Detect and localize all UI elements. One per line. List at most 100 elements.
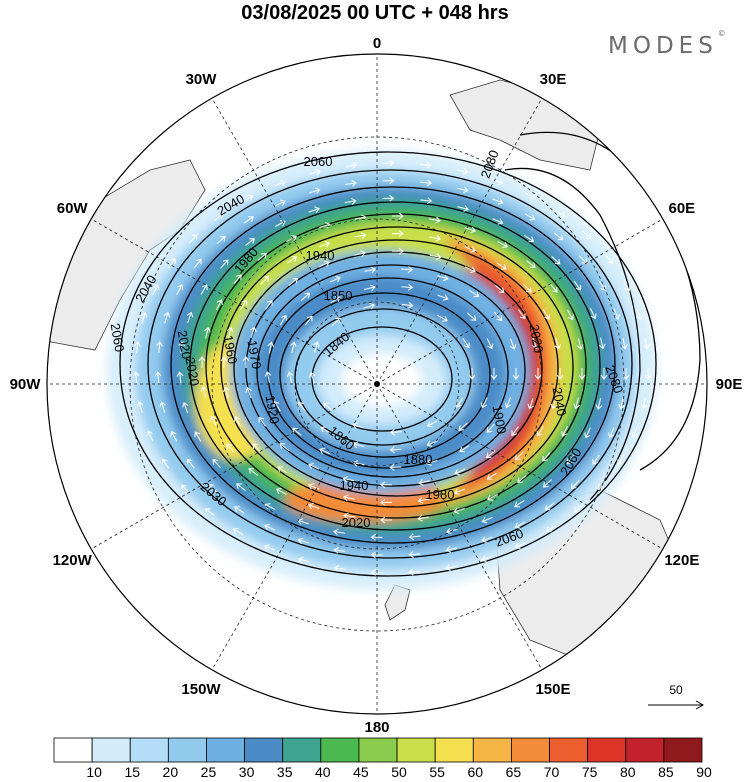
- wind-arrow: [140, 311, 148, 324]
- meridian-line: [376, 383, 543, 670]
- contour-label-text: 1940: [340, 478, 369, 493]
- wind-arrow: [352, 441, 365, 449]
- wind-arrow: [200, 284, 208, 295]
- wind-arrow: [561, 425, 569, 437]
- wind-arrow: [486, 338, 494, 350]
- wind-arrow: [352, 422, 364, 430]
- wind-arrow: [277, 466, 288, 474]
- contour-label: 1850: [324, 288, 353, 303]
- colorbar-swatch: [91, 737, 131, 763]
- wind-arrow: [264, 523, 276, 531]
- wind-arrow: [514, 500, 525, 508]
- wind-arrow: [292, 427, 302, 436]
- contour-label: 2040: [550, 386, 570, 417]
- wind-arrow: [524, 213, 536, 221]
- wind-arrow: [437, 314, 448, 322]
- contour-label: 2060: [108, 322, 128, 353]
- wind-arrow: [454, 468, 466, 476]
- wind-arrow: [319, 447, 331, 455]
- wind-arrow: [623, 280, 631, 292]
- wind-arrow: [342, 494, 355, 502]
- wind-arrow: [573, 280, 582, 291]
- wind-arrow: [605, 254, 614, 265]
- wind-arrow: [621, 337, 628, 350]
- wind-arrow: [181, 401, 189, 414]
- wind-arrow: [417, 514, 430, 522]
- wind-arrow: [401, 266, 414, 273]
- contour-label-text: 1900: [490, 404, 510, 435]
- wind-arrow: [392, 247, 404, 255]
- colorbar-swatch: [129, 737, 169, 763]
- wind-arrow: [308, 462, 320, 470]
- contour-label-text: 1880: [404, 452, 433, 467]
- wind-arrow: [333, 546, 346, 554]
- map-title: 03/08/2025 00 UTC + 048 hrs: [241, 2, 509, 24]
- contour-label-text: 2020: [342, 515, 371, 530]
- wind-arrow: [408, 551, 421, 558]
- wind-arrow: [168, 258, 176, 269]
- contour-label: 2020: [175, 329, 195, 360]
- colorbar-tick: 80: [619, 764, 636, 780]
- wind-arrow: [480, 555, 493, 563]
- wind-arrow: [290, 341, 297, 354]
- wind-arrow: [220, 259, 229, 269]
- wind-arrow: [453, 507, 465, 515]
- wind-arrow: [198, 356, 206, 368]
- colorbar-tick: 55: [429, 764, 445, 780]
- wind-arrow: [323, 402, 333, 411]
- wind-arrow: [464, 246, 477, 253]
- wind-arrow: [429, 253, 442, 261]
- wind-arrow: [567, 309, 574, 321]
- meridian-line: [91, 218, 378, 385]
- wind-arrow: [342, 475, 355, 483]
- wind-arrow: [418, 478, 430, 486]
- wind-arrow: [193, 258, 202, 269]
- colorbar-swatch: [472, 737, 512, 763]
- wind-arrow: [613, 308, 620, 320]
- colorbar-tick: 20: [162, 764, 179, 780]
- contour-line: [220, 226, 574, 508]
- wind-arrow: [308, 371, 316, 384]
- meridian-line: [376, 383, 663, 550]
- wind-arrow: [260, 275, 270, 285]
- colorbar-tick: 30: [238, 764, 255, 780]
- wind-arrow: [555, 210, 566, 218]
- wind-arrow: [233, 274, 242, 284]
- wind-arrow: [578, 368, 586, 380]
- wind-arrow: [445, 546, 458, 553]
- wind-arrow: [313, 341, 320, 353]
- wind-arrow: [382, 159, 395, 167]
- wind-arrow: [527, 398, 534, 410]
- wind-arrow: [566, 454, 575, 465]
- colorbar-swatch: [53, 737, 93, 763]
- wind-arrow: [318, 260, 330, 268]
- wind-arrow: [363, 302, 376, 310]
- meridian-line: [376, 218, 663, 385]
- wind-arrow: [242, 194, 254, 202]
- colorbar-swatch: [320, 737, 360, 763]
- contour-line: [279, 292, 491, 458]
- wind-arrow: [382, 177, 395, 185]
- wind-arrow: [437, 274, 449, 282]
- wind-arrow: [156, 341, 163, 353]
- wind-arrow: [445, 564, 457, 572]
- wind-arrow: [600, 368, 608, 380]
- wind-arrow: [161, 458, 170, 469]
- wind-arrow: [457, 205, 470, 212]
- wind-arrow: [490, 368, 498, 380]
- wind-arrow: [542, 479, 553, 488]
- wind-speed-shading: [107, 150, 657, 590]
- colorbar-tick: 70: [543, 764, 560, 780]
- wind-arrow: [215, 299, 223, 311]
- wind-arrow: [178, 340, 186, 353]
- wind-arrow: [542, 452, 551, 462]
- contour-line: [245, 251, 543, 487]
- wind-arrow: [494, 311, 503, 322]
- contour-label: 2020: [183, 356, 203, 387]
- contour-line: [119, 151, 657, 577]
- colorbar-tick: 75: [581, 764, 598, 780]
- wind-arrow: [573, 504, 584, 513]
- wind-arrow: [427, 420, 438, 428]
- wind-arrow: [437, 294, 449, 301]
